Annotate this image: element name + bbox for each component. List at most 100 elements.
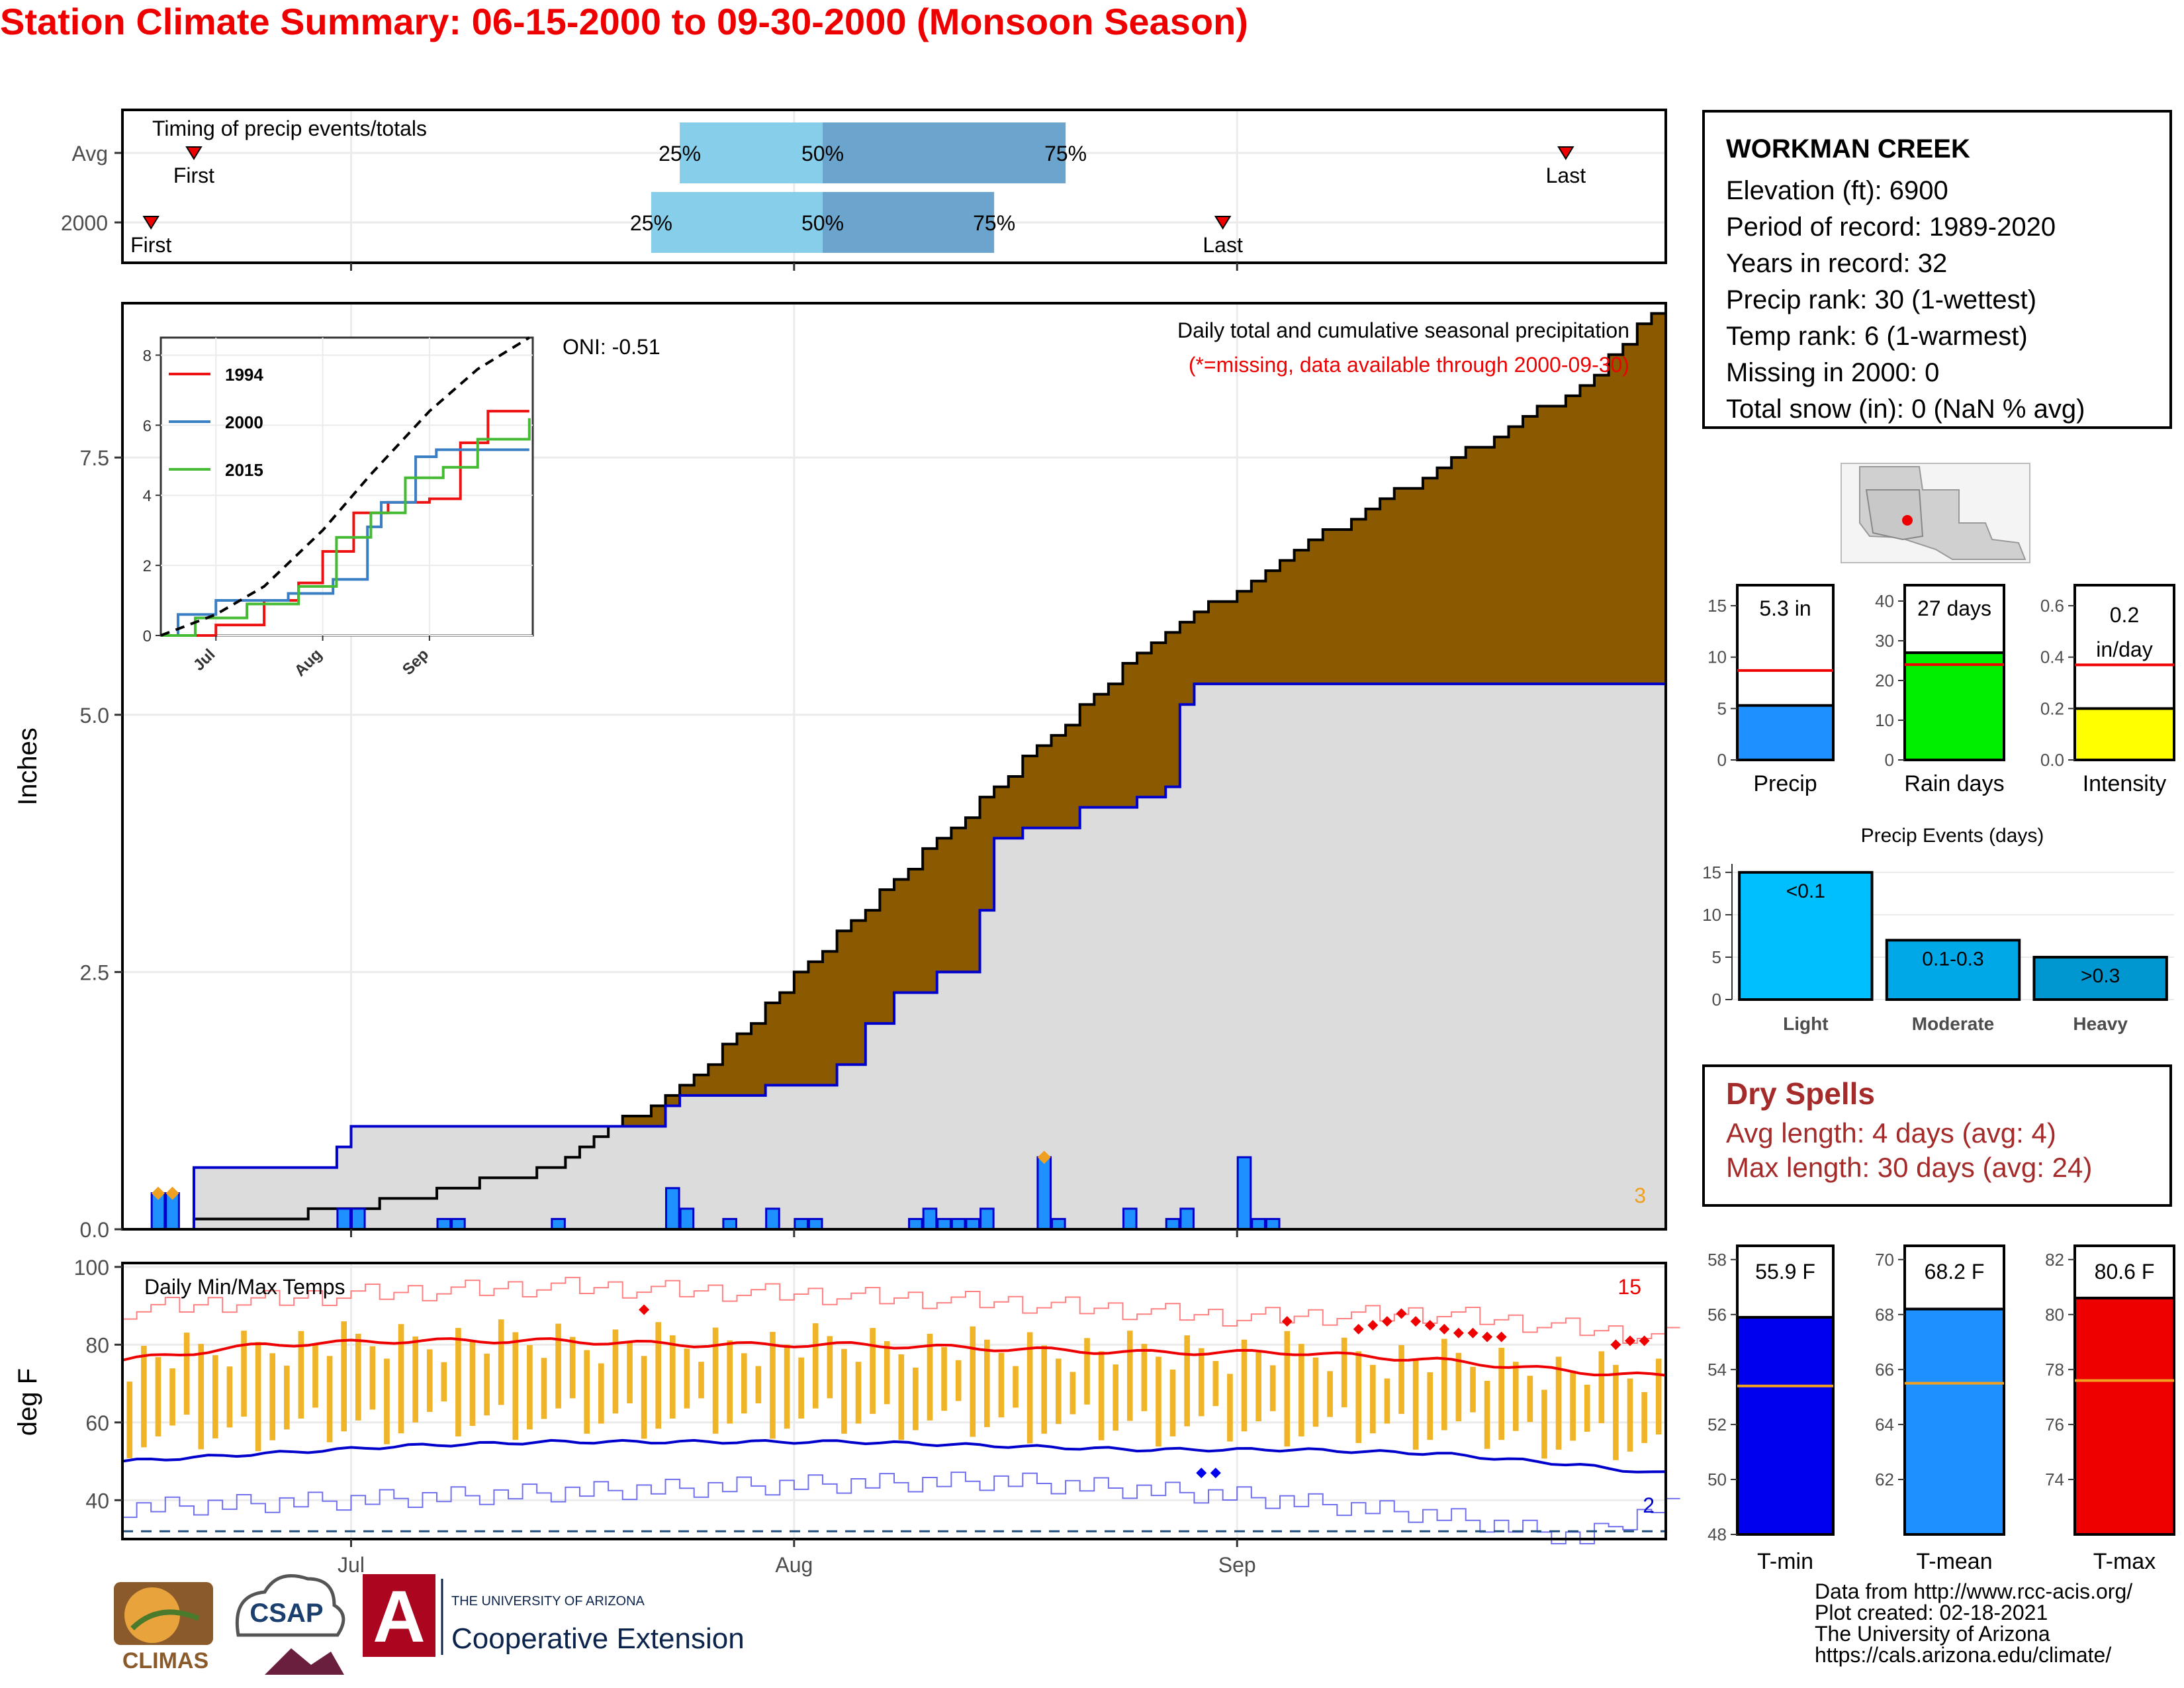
summary-bar-label: Rain days	[1904, 771, 2004, 796]
daily-temp-bar	[484, 1353, 490, 1416]
daily-temp-bar	[469, 1340, 476, 1427]
summary-value-text: 27 days	[1917, 596, 1991, 620]
daily-temp-bar	[612, 1329, 619, 1414]
normal-tmin-line	[122, 1438, 1666, 1474]
y-tick-label: 5	[1712, 947, 1721, 967]
precip-deficit-area	[737, 1033, 752, 1096]
daily-precip-bar	[665, 1187, 680, 1231]
daily-temp-bar	[141, 1346, 147, 1448]
precip-deficit-area	[1036, 745, 1052, 828]
temp-summary-label: T-min	[1757, 1549, 1813, 1574]
precip-deficit-area	[708, 1064, 723, 1096]
summary-value-text: 0.2	[2110, 603, 2139, 627]
summary-value-text: 5.3 in	[1759, 596, 1811, 620]
y-tick-label: 80	[85, 1333, 109, 1357]
precip-deficit-area	[780, 992, 795, 1086]
precip-deficit-area	[1222, 601, 1238, 684]
inset-line-average	[160, 336, 530, 637]
precip-deficit-area	[1294, 550, 1309, 684]
locator-map-state	[1865, 489, 1924, 541]
inset-y-tick-label: 2	[143, 557, 152, 575]
daily-temp-bar	[1055, 1358, 1062, 1425]
logos: CLIMAS CSAP A THE UNIVERSITY OF ARIZONA Coop…	[114, 1574, 745, 1675]
daily-temp-bar	[541, 1358, 547, 1419]
precip-deficit-area	[1051, 735, 1066, 828]
daily-temp-bar	[1370, 1364, 1376, 1434]
y-tick-label: 68	[1875, 1305, 1894, 1325]
daily-temp-bar	[1156, 1356, 1161, 1447]
record-high-marker	[1453, 1327, 1464, 1338]
y-tick-label: 15	[1702, 863, 1721, 882]
daily-temp-bar	[1126, 1331, 1133, 1421]
precip-deficit-area	[1308, 539, 1324, 684]
y-tick-label: 5	[1717, 698, 1727, 718]
daily-temp-bar	[1227, 1374, 1233, 1442]
daily-precip-bar	[979, 1207, 995, 1231]
precip-deficit-area	[1351, 519, 1367, 684]
daily-temp-bar	[312, 1343, 318, 1408]
precip-deficit-area	[665, 1095, 680, 1106]
station-line: Period of record: 1989-2020	[1726, 212, 2056, 242]
timing-row-label: 2000	[61, 211, 108, 235]
precip-deficit-area	[1322, 529, 1338, 684]
daily-temp-bar	[1341, 1337, 1347, 1407]
temp-panel-label: Daily Min/Max Temps	[144, 1275, 345, 1299]
y-tick-label: 78	[2045, 1360, 2064, 1380]
daily-temp-bar	[1327, 1371, 1333, 1417]
ua-logo-block	[363, 1574, 435, 1657]
precip-deficit-area	[865, 910, 880, 1024]
x-tick-label: Jul	[338, 1553, 365, 1577]
inset-legend-label: 1994	[225, 365, 263, 385]
precip-deficit-area	[722, 1044, 737, 1096]
precip-deficit-area	[1651, 313, 1666, 684]
summary-bar-label: Intensity	[2083, 771, 2167, 796]
summary-bar	[1736, 704, 1835, 761]
station-line: Missing in 2000: 0	[1726, 358, 1940, 387]
y-tick-label: 70	[1875, 1250, 1894, 1270]
daily-temp-bar	[498, 1319, 504, 1405]
inset-legend-label: 2015	[225, 460, 263, 480]
normal-tmax-line	[122, 1337, 1666, 1377]
timing-bar-late	[823, 192, 995, 253]
record-high-marker	[1467, 1327, 1479, 1338]
daily-temp-bar	[584, 1350, 590, 1434]
daily-temp-bar	[1555, 1356, 1562, 1450]
precip-event-marker	[1037, 1150, 1051, 1164]
temp-frame	[121, 1262, 1667, 1540]
precip-deficit-area	[1280, 560, 1295, 684]
daily-precip-bar	[1051, 1217, 1066, 1231]
precip-deficit-area	[1122, 663, 1138, 808]
dry-spells-box: Dry Spells Avg length: 4 days (avg: 4) M…	[1702, 1064, 2172, 1207]
daily-precip-bar	[679, 1207, 695, 1231]
y-tick-label: 0.2	[2040, 698, 2064, 718]
precip-deficit-area	[1094, 694, 1109, 808]
daily-temp-bar	[1570, 1370, 1576, 1441]
csap-logo-cloud	[235, 1574, 345, 1637]
daily-temp-bar	[1084, 1338, 1090, 1405]
daily-temp-bar	[341, 1321, 347, 1432]
record-high-marker	[1353, 1323, 1364, 1335]
y-tick-label: 40	[85, 1489, 109, 1513]
precip-deficit-area	[680, 1085, 695, 1096]
daily-precip-bar	[1036, 1156, 1052, 1231]
record-high-marker	[1381, 1316, 1392, 1327]
daily-temp-bar	[927, 1333, 933, 1421]
precip-deficit-area	[880, 890, 895, 1024]
daily-temp-bar	[1098, 1351, 1105, 1440]
y-tick-label: 64	[1875, 1415, 1894, 1434]
record-high-marker	[1610, 1339, 1621, 1350]
precip-observed-line	[122, 682, 1666, 1231]
precip-deficit-area	[1565, 395, 1580, 684]
daily-temp-bar	[126, 1382, 133, 1458]
precip-deficit-area	[1594, 375, 1610, 684]
daily-precip-bar	[1165, 1217, 1181, 1231]
y-tick-label: 54	[1707, 1360, 1727, 1380]
daily-temp-bar	[984, 1339, 990, 1427]
precip-deficit-area	[765, 1003, 780, 1086]
daily-precip-bar	[551, 1217, 566, 1231]
y-tick-label: 0	[1885, 750, 1894, 770]
station-line: Precip rank: 30 (1-wettest)	[1726, 285, 2037, 314]
events-category-label: Moderate	[1912, 1013, 1994, 1034]
timing-last-label: Last	[1546, 164, 1586, 187]
precip-deficit-area	[1237, 591, 1252, 684]
